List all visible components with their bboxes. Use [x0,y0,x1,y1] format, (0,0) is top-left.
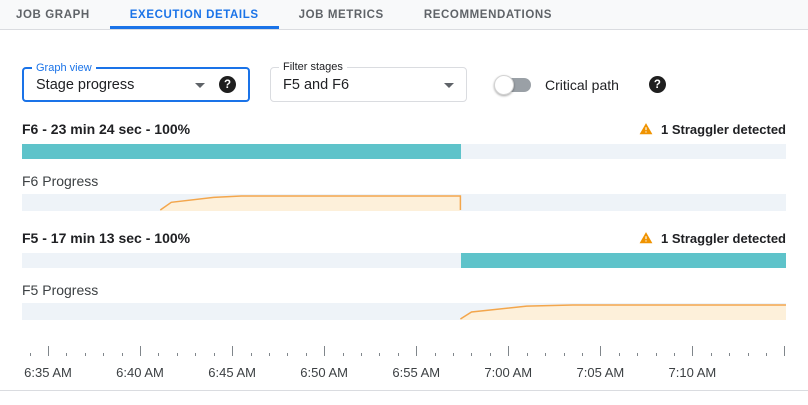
axis-major-tick [232,346,234,356]
controls-row: Graph view Stage progress ? Filter stage… [22,61,786,102]
help-icon[interactable]: ? [219,76,236,93]
axis-time-label: 7:00 AM [484,365,533,380]
stage-duration-track [22,144,786,159]
stage-progress-label: F6 Progress [22,173,99,189]
axis-minor-tick [673,353,675,356]
axis-minor-tick [563,353,565,356]
axis-minor-tick [379,353,381,356]
axis-major-tick [47,346,49,356]
toggle-thumb [494,74,514,95]
axis-minor-tick [305,353,307,356]
stage-progress-label: F5 Progress [22,282,99,298]
warning-icon [639,232,653,244]
tab-job-metrics[interactable]: JOB METRICS [298,8,384,21]
axis-time-label: 6:40 AM [116,365,164,380]
time-axis-labels: 6:35 AM 6:40 AM 6:45 AM 6:50 AM 6:55 AM 7:00 … [22,365,786,381]
filter-stages-value: F5 and F6 [283,76,350,93]
axis-minor-tick [545,353,547,356]
axis-major-tick [416,346,418,356]
tab-bar: JOB GRAPH EXECUTION DETAILS JOB METRICS … [0,0,808,30]
straggler-warning: 1 Straggler detected [638,122,786,137]
axis-minor-tick [195,353,197,356]
chevron-down-icon [195,83,205,88]
axis-minor-tick [710,353,712,356]
execution-details-panel: Graph view Stage progress ? Filter stage… [0,61,808,381]
axis-minor-tick [397,353,399,356]
axis-minor-tick [103,353,105,356]
axis-minor-tick [637,353,639,356]
graph-view-label: Graph view [32,62,96,75]
axis-minor-tick [360,353,362,356]
critical-path-label: Critical path [545,76,619,93]
stage-duration-fill [460,253,786,268]
tab-job-graph[interactable]: JOB GRAPH [16,8,90,21]
stage-progress-chart [22,194,786,211]
axis-time-label: 6:45 AM [208,365,256,380]
axis-major-tick [508,346,510,356]
bottom-divider [0,390,808,391]
axis-minor-tick [176,353,178,356]
axis-minor-tick [526,353,528,356]
axis-minor-tick [29,353,31,356]
filter-stages-select[interactable]: Filter stages F5 and F6 [270,61,467,102]
axis-minor-tick [655,353,657,356]
axis-minor-tick [489,353,491,356]
chevron-down-icon [444,83,454,88]
stage-title: F5 - 17 min 13 sec - 100% [22,230,191,246]
axis-minor-tick [581,353,583,356]
straggler-warning: 1 Straggler detected [638,231,786,246]
graph-view-value: Stage progress [36,76,135,93]
time-axis-ticks [22,346,786,356]
axis-minor-tick [66,353,68,356]
critical-path-toggle[interactable] [494,74,531,95]
stage-title: F6 - 23 min 24 sec - 100% [22,121,191,137]
graph-view-select[interactable]: Graph view Stage progress ? [22,62,250,102]
axis-time-label: 6:35 AM [24,365,72,380]
axis-minor-tick [618,353,620,356]
axis-time-label: 7:10 AM [668,365,717,380]
axis-minor-tick [268,353,270,356]
axis-major-tick [600,346,602,356]
axis-minor-tick [287,353,289,356]
stage-duration-track [22,253,786,268]
axis-minor-tick [213,353,215,356]
axis-time-label: 7:05 AM [576,365,625,380]
stage-f6-section: F6 - 23 min 24 sec - 100% 1 Straggler de… [22,121,786,211]
axis-minor-tick [158,353,160,356]
axis-minor-tick [747,353,749,356]
axis-minor-tick [250,353,252,356]
axis-minor-tick [434,353,436,356]
axis-time-label: 6:55 AM [392,365,441,380]
stage-duration-fill [22,144,461,159]
tab-recommendations[interactable]: RECOMMENDATIONS [423,8,553,21]
warning-icon [639,123,653,135]
help-icon[interactable]: ? [648,76,666,93]
axis-major-tick [324,346,326,356]
axis-major-tick [140,346,142,356]
filter-stages-label: Filter stages [279,61,347,74]
axis-minor-tick [121,353,123,356]
axis-time-label: 6:50 AM [300,365,349,380]
straggler-label: 1 Straggler detected [661,121,786,137]
axis-minor-tick [342,353,344,356]
time-axis: 6:35 AM 6:40 AM 6:45 AM 6:50 AM 6:55 AM 7:00 … [22,346,786,381]
axis-minor-tick [471,353,473,356]
stage-f5-section: F5 - 17 min 13 sec - 100% 1 Straggler de… [22,230,786,320]
stage-progress-chart [22,303,786,320]
straggler-label: 1 Straggler detected [661,230,786,246]
axis-major-tick [692,346,694,356]
axis-major-tick [784,346,786,356]
tab-execution-details[interactable]: EXECUTION DETAILS [109,0,279,29]
axis-minor-tick [453,353,455,356]
axis-minor-tick [729,353,731,356]
axis-minor-tick [766,353,768,356]
axis-minor-tick [84,353,86,356]
